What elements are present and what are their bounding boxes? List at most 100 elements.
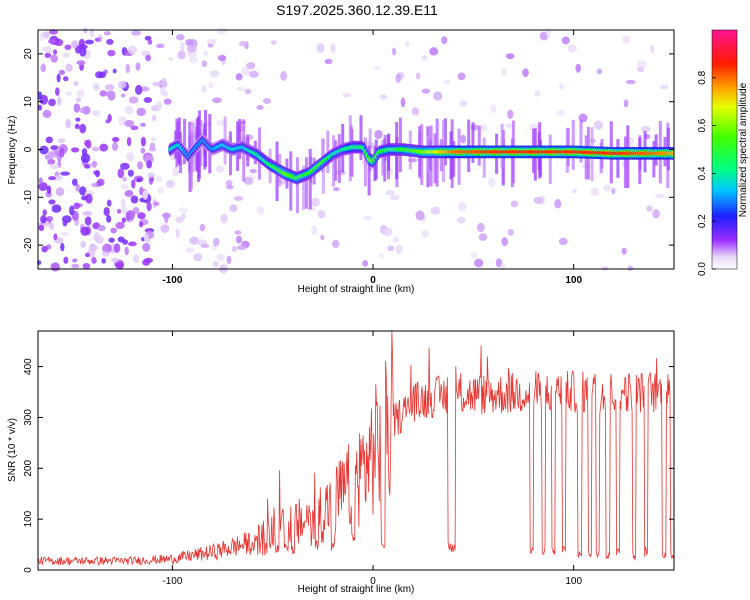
heatmap-noise-cell (556, 110, 566, 117)
heatmap-noise-cell (76, 60, 86, 66)
heatmap-noise-cell (175, 34, 185, 41)
heatmap-noise-cell (231, 245, 238, 252)
heatmap-streak (363, 137, 367, 187)
heatmap-streak (359, 115, 363, 161)
heatmap-streak (188, 121, 192, 173)
heatmap-noise-cell (38, 224, 45, 231)
heatmap-noise-cell (433, 91, 443, 101)
heatmap-noise-cell (145, 54, 151, 62)
heatmap-noise-cell (389, 194, 400, 201)
heatmap-noise-cell (213, 237, 220, 247)
heatmap-streak (332, 135, 336, 187)
heatmap-noise-cell (61, 232, 69, 237)
heatmap-noise-cell (38, 177, 43, 185)
heatmap-noise-cell (59, 147, 65, 158)
heatmap-streak (326, 130, 330, 173)
colorbar-tick-label: 0.2 (697, 214, 708, 228)
heatmap-noise-cell (546, 28, 552, 38)
heatmap-noise-cell (55, 87, 60, 96)
heatmap-noise-cell (460, 134, 466, 144)
heatmap-noise-cell (374, 129, 383, 140)
heatmap-noise-cell (48, 176, 56, 181)
heatmap-noise-cell (249, 168, 257, 174)
heatmap-noise-cell (510, 200, 519, 208)
heatmap-noise-cell (213, 260, 219, 268)
heatmap-noise-cell (646, 205, 653, 212)
heatmap-noise-cell (655, 193, 665, 199)
x-tick-label: 100 (565, 275, 582, 286)
heatmap-noise-cell (163, 213, 169, 224)
heatmap-noise-cell (73, 202, 80, 210)
heatmap-noise-cell (507, 109, 514, 119)
heatmap-noise-cell (130, 195, 139, 204)
heatmap-noise-cell (379, 253, 384, 258)
heatmap-noise-cell (106, 199, 112, 207)
heatmap-noise-cell (246, 62, 256, 70)
y-tick-label: 100 (23, 510, 34, 527)
heatmap-noise-cell (500, 262, 506, 270)
heatmap-noise-cell (637, 66, 645, 73)
heatmap-streak (548, 134, 552, 184)
colorbar-ticks: 0.0 0.2 0.4 0.6 0.8 (697, 70, 716, 276)
heatmap-noise-cell (172, 166, 180, 177)
heatmap-noise-cell (91, 245, 99, 250)
y-tick-label: 300 (23, 409, 34, 426)
heatmap-streak (638, 137, 642, 185)
heatmap-noise-cell (135, 62, 141, 71)
heatmap-noise-cell (94, 37, 101, 42)
heatmap-noise-cell (476, 222, 485, 233)
heatmap-noise-cell (95, 170, 100, 178)
heatmap-noise-cell (400, 97, 406, 108)
y-tick-label: 200 (23, 460, 34, 477)
heatmap-noise-cell (137, 212, 146, 220)
heatmap-noise-cell (99, 90, 107, 97)
heatmap-noise-cell (178, 207, 188, 213)
heatmap-noise-cell (43, 31, 50, 39)
heatmap-noise-cell (163, 98, 172, 105)
heatmap-noise-cell (216, 253, 226, 261)
heatmap-noise-cell (103, 31, 111, 36)
heatmap-noise-cell (443, 79, 451, 85)
heatmap-noise-cell (380, 94, 388, 100)
heatmap-noise-cell (101, 257, 106, 264)
heatmap-noise-cell (52, 175, 63, 181)
heatmap-noise-cell (220, 213, 228, 224)
spectrogram-ylabel: Frequency (Hz) (7, 116, 18, 185)
y-tick-label: 0 (23, 146, 34, 152)
heatmap-noise-cell (78, 186, 87, 196)
heatmap-noise-cell (127, 169, 134, 177)
heatmap-noise-cell (52, 49, 58, 55)
heatmap-noise-cell (99, 143, 109, 152)
heatmap-noise-cell (57, 96, 62, 106)
heatmap-noise-cell (124, 246, 129, 256)
heatmap-noise-cell (142, 242, 151, 252)
heatmap-noise-cell (140, 136, 146, 147)
heatmap-noise-cell (362, 260, 369, 267)
heatmap-noise-cell (63, 256, 69, 264)
heatmap-noise-cell (572, 188, 577, 194)
heatmap-noise-cell (590, 187, 599, 196)
heatmap-noise-cell (82, 262, 91, 270)
heatmap-noise-cell (79, 123, 87, 134)
snr-ylabel: SNR (10 * v/v) (7, 418, 18, 482)
heatmap-noise-cell (107, 90, 116, 101)
heatmap-noise-cell (533, 196, 544, 204)
heatmap-noise-cell (148, 175, 154, 185)
heatmap-noise-cell (65, 63, 73, 72)
heatmap-noise-cell (72, 258, 78, 263)
heatmap-noise-cell (625, 79, 636, 85)
heatmap-noise-cell (411, 107, 420, 116)
heatmap-noise-cell (71, 147, 80, 153)
heatmap-noise-cell (37, 104, 43, 111)
snr-series-line (37, 330, 674, 566)
heatmap-noise-cell (320, 234, 325, 241)
heatmap-noise-cell (93, 232, 101, 242)
heatmap-noise-cell (248, 70, 259, 78)
heatmap-noise-cell (150, 137, 157, 142)
heatmap-noise-cell (124, 119, 135, 128)
heatmap-noise-cell (80, 240, 87, 249)
heatmap-noise-cell (490, 104, 497, 114)
heatmap-noise-cell (125, 63, 131, 74)
colorbar: 0.0 0.2 0.4 0.6 0.8 Normalized spectral ampl… (697, 29, 749, 276)
heatmap-noise-cell (317, 210, 326, 219)
